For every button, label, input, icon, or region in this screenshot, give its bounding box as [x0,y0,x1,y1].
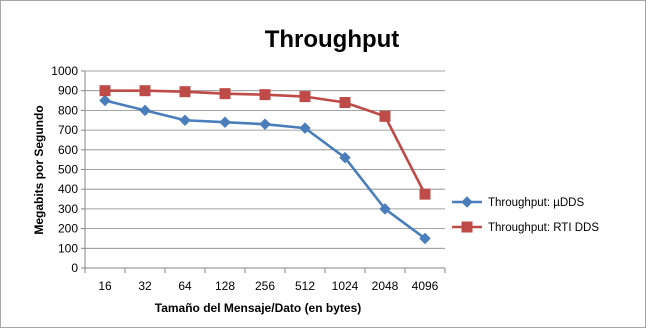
data-point [259,89,271,101]
x-axis-title: Tamaño del Mensaje/Dato (en bytes) [155,301,362,315]
x-tick-label: 1024 [332,279,359,293]
legend-marker [461,221,473,233]
axes [81,70,446,273]
legend-label: Throughput: RTI DDS [488,222,599,234]
data-point [99,85,111,97]
y-tick-label: 200 [58,222,78,236]
series-2 [99,85,431,200]
series-1 [99,94,431,245]
x-tick-label: 32 [138,279,152,293]
data-point [179,86,191,98]
y-tick-label: 400 [58,182,78,196]
data-point [139,104,151,117]
series-group [99,85,431,245]
legend-item: Throughput: RTI DDS [452,221,599,234]
y-tick-label: 300 [58,202,78,216]
data-point [219,116,231,129]
y-tick-label: 100 [58,241,78,255]
x-tick-label: 4096 [412,279,439,293]
y-tick-label: 800 [58,103,78,117]
data-point [339,151,351,164]
y-tick-label: 500 [58,163,78,177]
data-point [419,188,431,200]
data-point [379,110,391,122]
y-tick-label: 0 [71,261,78,275]
x-tick-label: 64 [178,279,192,293]
data-point [139,85,151,97]
data-point [299,122,311,134]
data-point [259,118,271,131]
chart-title: Throughput [265,26,400,53]
y-axis-title: Megabits por Segundo [32,105,46,234]
legend: Throughput: µDDS Throughput: RTI DDS [452,196,599,234]
data-point [219,88,231,100]
legend-label: Throughput: µDDS [488,197,584,209]
data-point [299,91,311,103]
data-point [339,97,351,109]
data-point [179,114,191,127]
legend-item: Throughput: µDDS [452,196,584,209]
data-point [379,203,391,215]
x-tick-label: 2048 [372,279,399,293]
x-tick-label: 512 [295,279,315,293]
series-line [105,89,427,195]
y-tick-label: 1000 [51,64,78,78]
y-tick-label: 900 [58,84,78,98]
x-tick-labels: 16 32 64 128 256 512 1024 2048 4096 [98,279,438,293]
y-tick-label: 700 [58,123,78,137]
y-tick-labels: 0 100 200 300 400 500 600 700 800 900 1000 [51,64,78,275]
x-tick-label: 16 [98,279,112,293]
x-tick-label: 256 [255,279,275,293]
legend-marker [461,196,473,208]
y-tick-label: 600 [58,143,78,157]
data-point [419,232,431,245]
data-point [99,94,111,107]
x-tick-label: 128 [215,279,235,293]
